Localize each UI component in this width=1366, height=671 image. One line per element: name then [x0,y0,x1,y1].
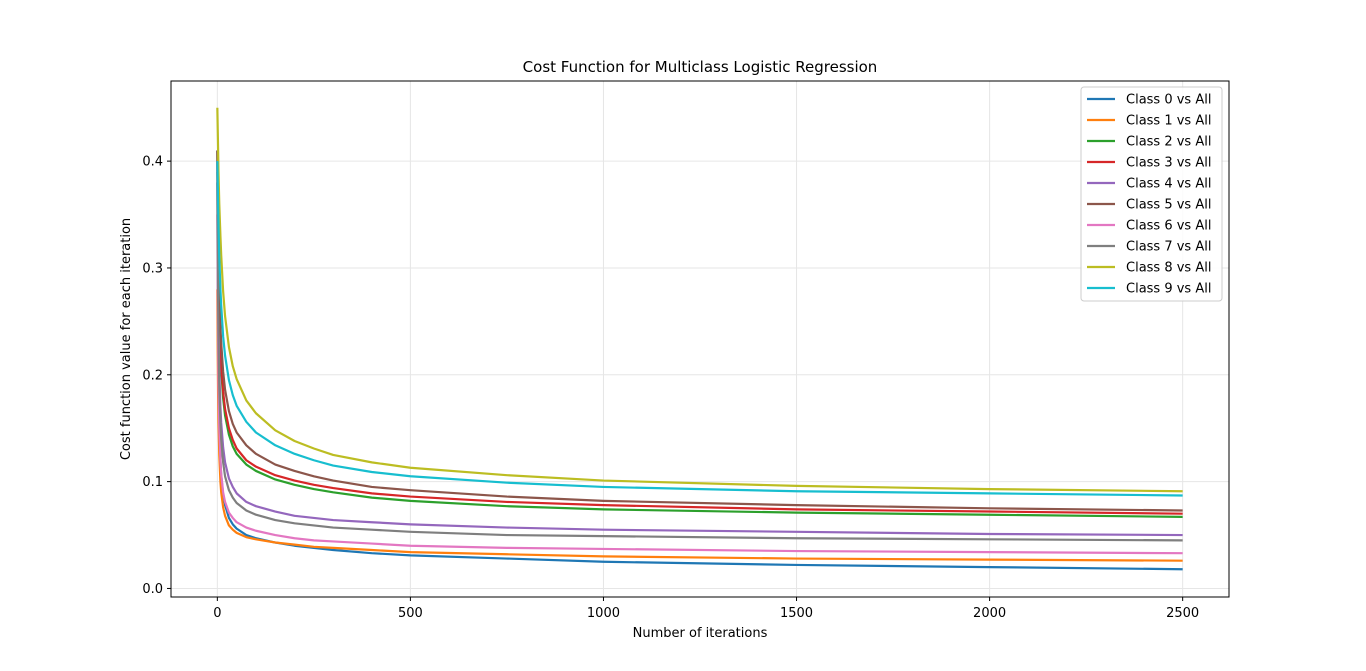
series-line-class-8 [216,107,1183,493]
legend-label: Class 9 vs All [1126,282,1211,297]
series-line-class-4 [216,161,1183,537]
x-tick-label: 500 [398,606,423,621]
data-series [216,107,1183,571]
y-tick-label: 0.2 [142,368,163,383]
series-line-class-2 [216,150,1183,518]
x-tick-label: 2000 [973,606,1006,621]
legend-label: Class 8 vs All [1126,261,1211,276]
series-line-class-9 [216,161,1183,497]
legend-label: Class 2 vs All [1126,135,1211,150]
y-tick-label: 0.3 [142,261,163,276]
legend-label: Class 4 vs All [1126,177,1211,192]
x-axis-title: Number of iterations [633,626,768,641]
legend-label: Class 6 vs All [1126,219,1211,234]
x-tick-label: 1000 [587,606,620,621]
series-line-class-1 [216,289,1183,562]
axis-ticks: 0 500 1000 1500 2000 2500 0.0 0.1 0.2 0.3 0.4 [142,155,1199,621]
legend-label: Class 1 vs All [1126,114,1211,129]
x-tick-label: 2500 [1166,606,1199,621]
series-line-class-7 [216,171,1183,542]
x-tick-label: 0 [213,606,221,621]
y-tick-label: 0.4 [142,155,163,170]
legend-label: Class 5 vs All [1126,198,1211,213]
plot-frame [170,80,1230,598]
legend: Class 0 vs All Class 1 vs All Class 2 vs A… [1080,86,1223,302]
legend-label: Class 7 vs All [1126,240,1211,255]
y-tick-label: 0.1 [142,475,163,490]
y-axis-title: Cost function value for each iteration [119,218,134,460]
series-line-class-5 [216,150,1183,512]
legend-label: Class 3 vs All [1126,156,1211,171]
y-tick-label: 0.0 [142,582,163,597]
series-line-class-6 [216,214,1183,555]
legend-label: Class 0 vs All [1126,93,1211,108]
chart-title: Cost Function for Multiclass Logistic Re… [523,58,878,76]
legend-box [1080,86,1223,302]
x-tick-label: 1500 [780,606,813,621]
